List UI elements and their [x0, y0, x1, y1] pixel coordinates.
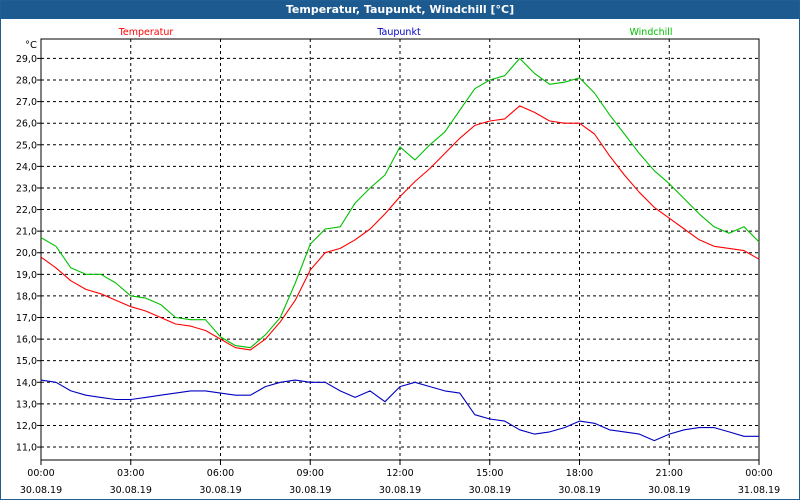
- y-tick-label: 29,0: [16, 54, 37, 65]
- x-tick-date: 30.08.19: [110, 485, 152, 496]
- x-tick-date: 30.08.19: [20, 485, 62, 496]
- y-tick-label: 11,0: [16, 443, 37, 454]
- y-axis-unit-label: °C: [25, 40, 37, 51]
- x-tick-time: 21:00: [656, 468, 683, 479]
- series-lines: [40, 57, 760, 442]
- y-tick-label: 28,0: [16, 76, 37, 87]
- y-tick-label: 21,0: [16, 227, 37, 238]
- x-tick-time: 15:00: [476, 468, 503, 479]
- y-tick-label: 12,0: [16, 421, 37, 432]
- series-line-taupunkt: [40, 379, 759, 442]
- x-tick-time: 18:00: [566, 468, 593, 479]
- y-tick-label: 13,0: [16, 399, 37, 410]
- legend: Temperatur Taupunkt Windchill: [118, 27, 673, 38]
- x-tick-date: 30.08.19: [379, 485, 421, 496]
- grid: [41, 39, 759, 460]
- x-tick-date: 31.08.19: [738, 485, 780, 496]
- x-tick-time: 12:00: [386, 468, 413, 479]
- x-tick-date: 30.08.19: [558, 485, 600, 496]
- x-tick-date: 30.08.19: [199, 485, 241, 496]
- legend-entry-windchill: Windchill: [629, 27, 672, 38]
- x-tick-date: 30.08.19: [648, 485, 690, 496]
- legend-entry-taupunkt: Taupunkt: [376, 27, 421, 38]
- y-tick-label: 22,0: [16, 205, 37, 216]
- y-tick-label: 26,0: [16, 119, 37, 130]
- y-tick-label: 19,0: [16, 270, 37, 281]
- x-axis: 00:00 30.08.19 03:00 30.08.19 06:00 30.08.19 0…: [20, 460, 780, 496]
- y-tick-label: 20,0: [16, 248, 37, 259]
- series-line-windchill: [40, 57, 760, 349]
- x-tick-time: 00:00: [745, 468, 772, 479]
- x-tick-time: 00:00: [27, 468, 54, 479]
- y-tick-label: 23,0: [16, 183, 37, 194]
- x-tick-time: 09:00: [297, 468, 324, 479]
- y-tick-label: 27,0: [16, 97, 37, 108]
- legend-entry-temperatur: Temperatur: [118, 27, 174, 38]
- y-tick-label: 17,0: [16, 313, 37, 324]
- x-tick-date: 30.08.19: [289, 485, 331, 496]
- line-chart: °C 11,0 12,0 13,0 14,0 15,0 16,0 17,0 18,0 19,0 2…: [16, 27, 780, 496]
- y-tick-label: 15,0: [16, 356, 37, 367]
- y-tick-label: 25,0: [16, 140, 37, 151]
- x-tick-time: 06:00: [207, 468, 234, 479]
- series-line-temperatur: [40, 105, 760, 351]
- window-title: Temperatur, Taupunkt, Windchill [°C]: [1, 1, 799, 19]
- y-axis: 11,0 12,0 13,0 14,0 15,0 16,0 17,0 18,0 19,0 20,0…: [16, 54, 41, 454]
- y-tick-label: 24,0: [16, 162, 37, 173]
- x-tick-date: 30.08.19: [469, 485, 511, 496]
- y-tick-label: 16,0: [16, 335, 37, 346]
- x-tick-time: 03:00: [117, 468, 144, 479]
- y-tick-label: 18,0: [16, 291, 37, 302]
- y-tick-label: 14,0: [16, 378, 37, 389]
